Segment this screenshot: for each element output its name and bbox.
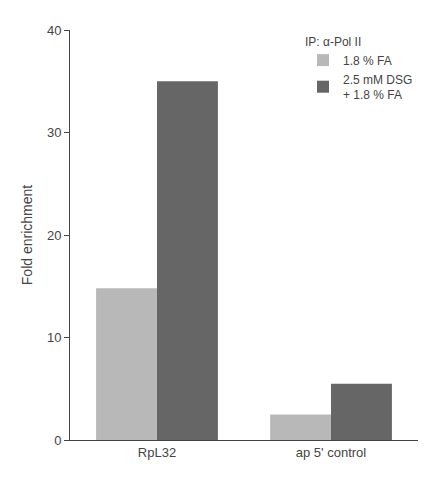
svg-text:IP: α-Pol II: IP: α-Pol II <box>305 35 361 49</box>
svg-text:0: 0 <box>54 433 61 448</box>
svg-text:1.8 % FA: 1.8 % FA <box>343 54 392 68</box>
svg-text:30: 30 <box>47 125 61 140</box>
svg-text:10: 10 <box>47 330 61 345</box>
svg-text:ap 5' control: ap 5' control <box>296 445 367 460</box>
svg-text:2.5 mM DSG+ 1.8 % FA: 2.5 mM DSG+ 1.8 % FA <box>343 73 412 103</box>
svg-text:RpL32: RpL32 <box>138 445 176 460</box>
svg-text:20: 20 <box>47 228 61 243</box>
svg-text:Fold enrichment: Fold enrichment <box>19 185 35 285</box>
svg-text:40: 40 <box>47 23 61 38</box>
